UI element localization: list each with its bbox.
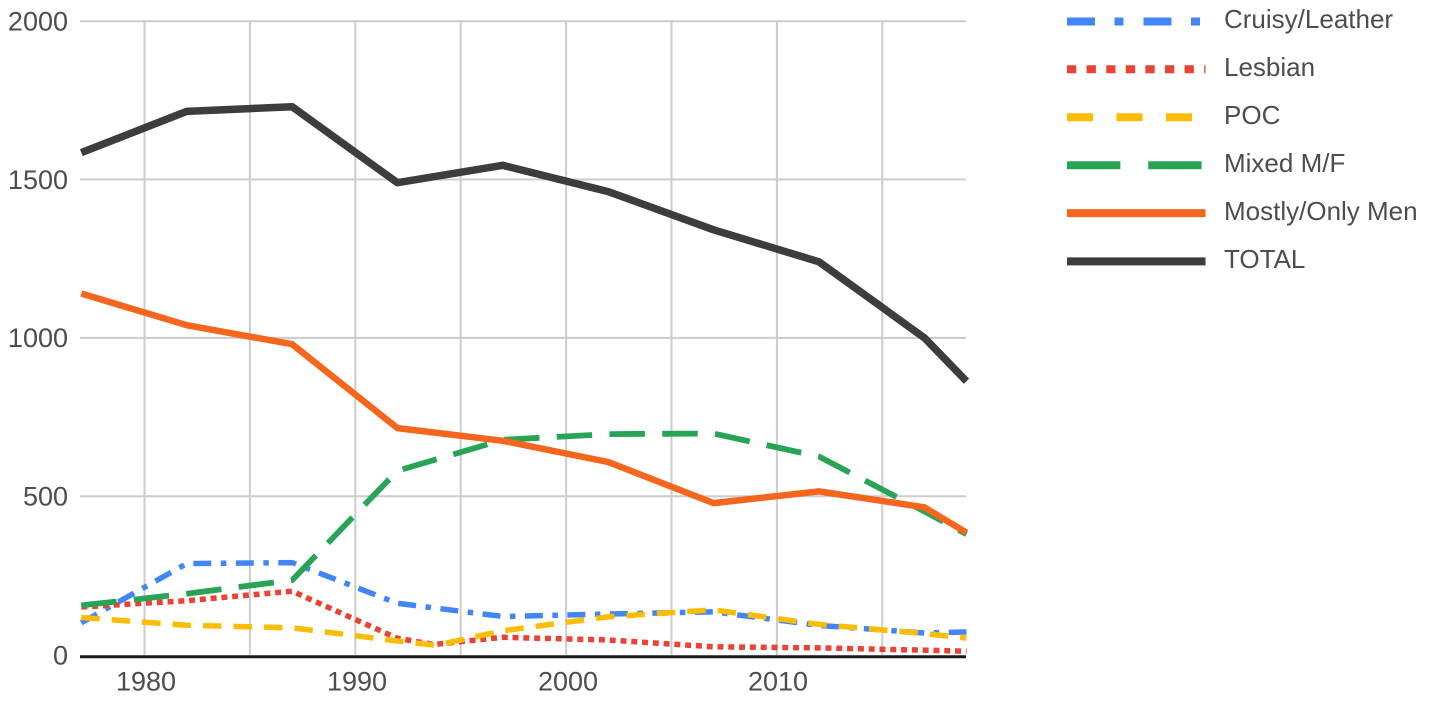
svg-text:2000: 2000	[538, 667, 598, 697]
svg-text:1980: 1980	[116, 667, 176, 697]
svg-text:TOTAL: TOTAL	[1224, 244, 1305, 274]
svg-text:Mostly/Only Men: Mostly/Only Men	[1224, 196, 1418, 226]
svg-text:2010: 2010	[748, 667, 808, 697]
svg-text:500: 500	[23, 482, 68, 512]
svg-text:0: 0	[53, 640, 68, 670]
svg-text:2000: 2000	[8, 7, 68, 37]
svg-text:1500: 1500	[8, 165, 68, 195]
svg-text:Lesbian: Lesbian	[1224, 52, 1315, 82]
svg-text:Cruisy/Leather: Cruisy/Leather	[1224, 4, 1393, 34]
svg-text:1990: 1990	[327, 667, 387, 697]
svg-text:POC: POC	[1224, 100, 1280, 130]
svg-text:1000: 1000	[8, 323, 68, 353]
svg-text:Mixed M/F: Mixed M/F	[1224, 148, 1345, 178]
